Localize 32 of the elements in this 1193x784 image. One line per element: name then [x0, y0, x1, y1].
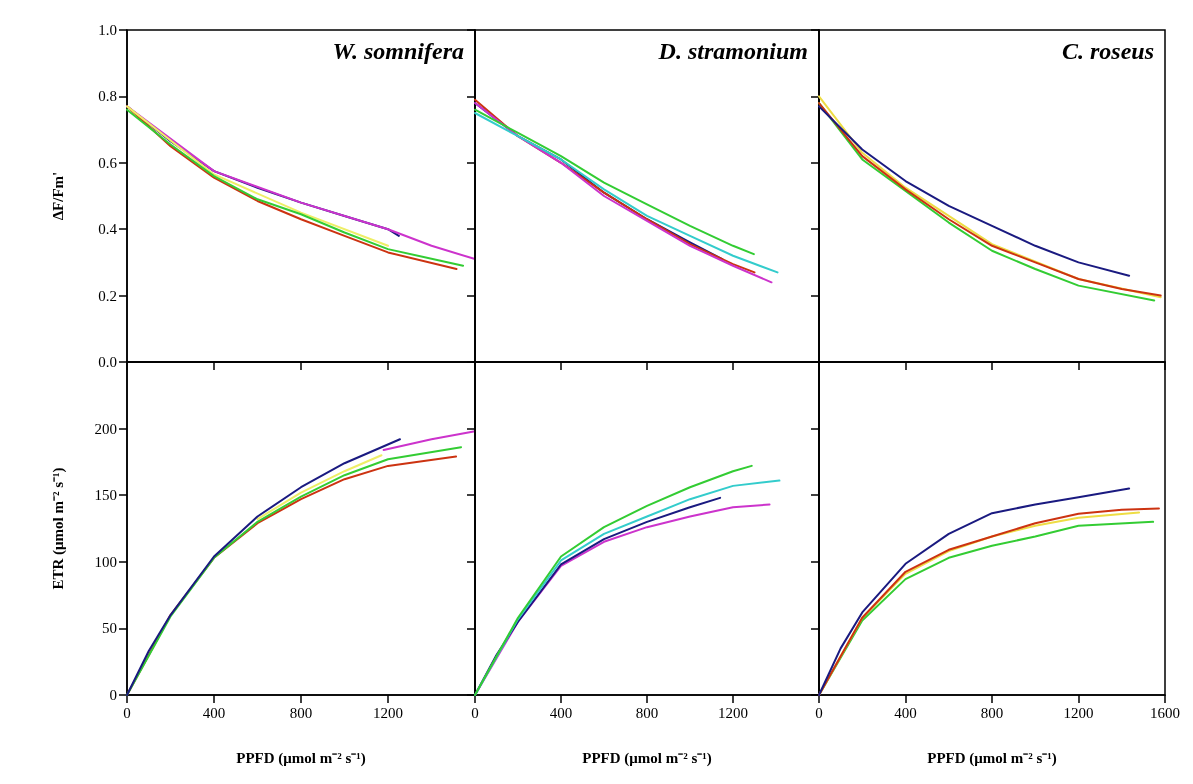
- x-tick-label: 400: [894, 704, 917, 721]
- y-tick-label: 0.0: [98, 354, 117, 370]
- y-tick-label: 0.8: [98, 88, 117, 105]
- y-tick-label: 1.0: [98, 22, 117, 38]
- y-tick-label: 0.6: [98, 154, 118, 171]
- x-tick-label: 800: [289, 704, 313, 721]
- chart-title: W. somnifera: [332, 38, 465, 64]
- x-tick-label: 400: [202, 704, 226, 721]
- x-tick-label: 0: [123, 704, 131, 721]
- x-tick-label: 800: [635, 704, 659, 721]
- x-tick-label: 800: [980, 704, 1004, 721]
- y-axis-title: ETR (μmol m⁻² s⁻¹): [49, 467, 67, 590]
- chart-title: D. stramonium: [657, 38, 809, 64]
- x-tick-label: 1200: [1063, 704, 1094, 721]
- y-tick-label: 0.4: [98, 221, 118, 238]
- x-axis-title: PPFD (μmol m⁻² s⁻¹): [236, 749, 366, 767]
- y-tick-label: 100: [94, 553, 117, 570]
- chart-title: C. roseus: [1061, 38, 1154, 64]
- x-tick-label: 1200: [373, 704, 403, 721]
- x-tick-label: 1200: [718, 704, 748, 721]
- x-axis-title: PPFD (μmol m⁻² s⁻¹): [582, 749, 712, 767]
- y-tick-label: 0.2: [98, 287, 117, 304]
- y-tick-label: 0: [109, 687, 117, 703]
- x-tick-label: 400: [549, 704, 573, 721]
- y-axis-title: ΔF/Fm': [49, 171, 66, 221]
- x-tick-label: 0: [471, 704, 479, 721]
- x-axis-title: PPFD (μmol m⁻² s⁻¹): [927, 749, 1057, 767]
- y-tick-label: 50: [102, 620, 117, 637]
- x-tick-label: 1600: [1150, 704, 1180, 721]
- y-tick-label: 150: [94, 487, 117, 504]
- y-tick-label: 200: [94, 420, 117, 437]
- x-tick-label: 0: [815, 704, 823, 721]
